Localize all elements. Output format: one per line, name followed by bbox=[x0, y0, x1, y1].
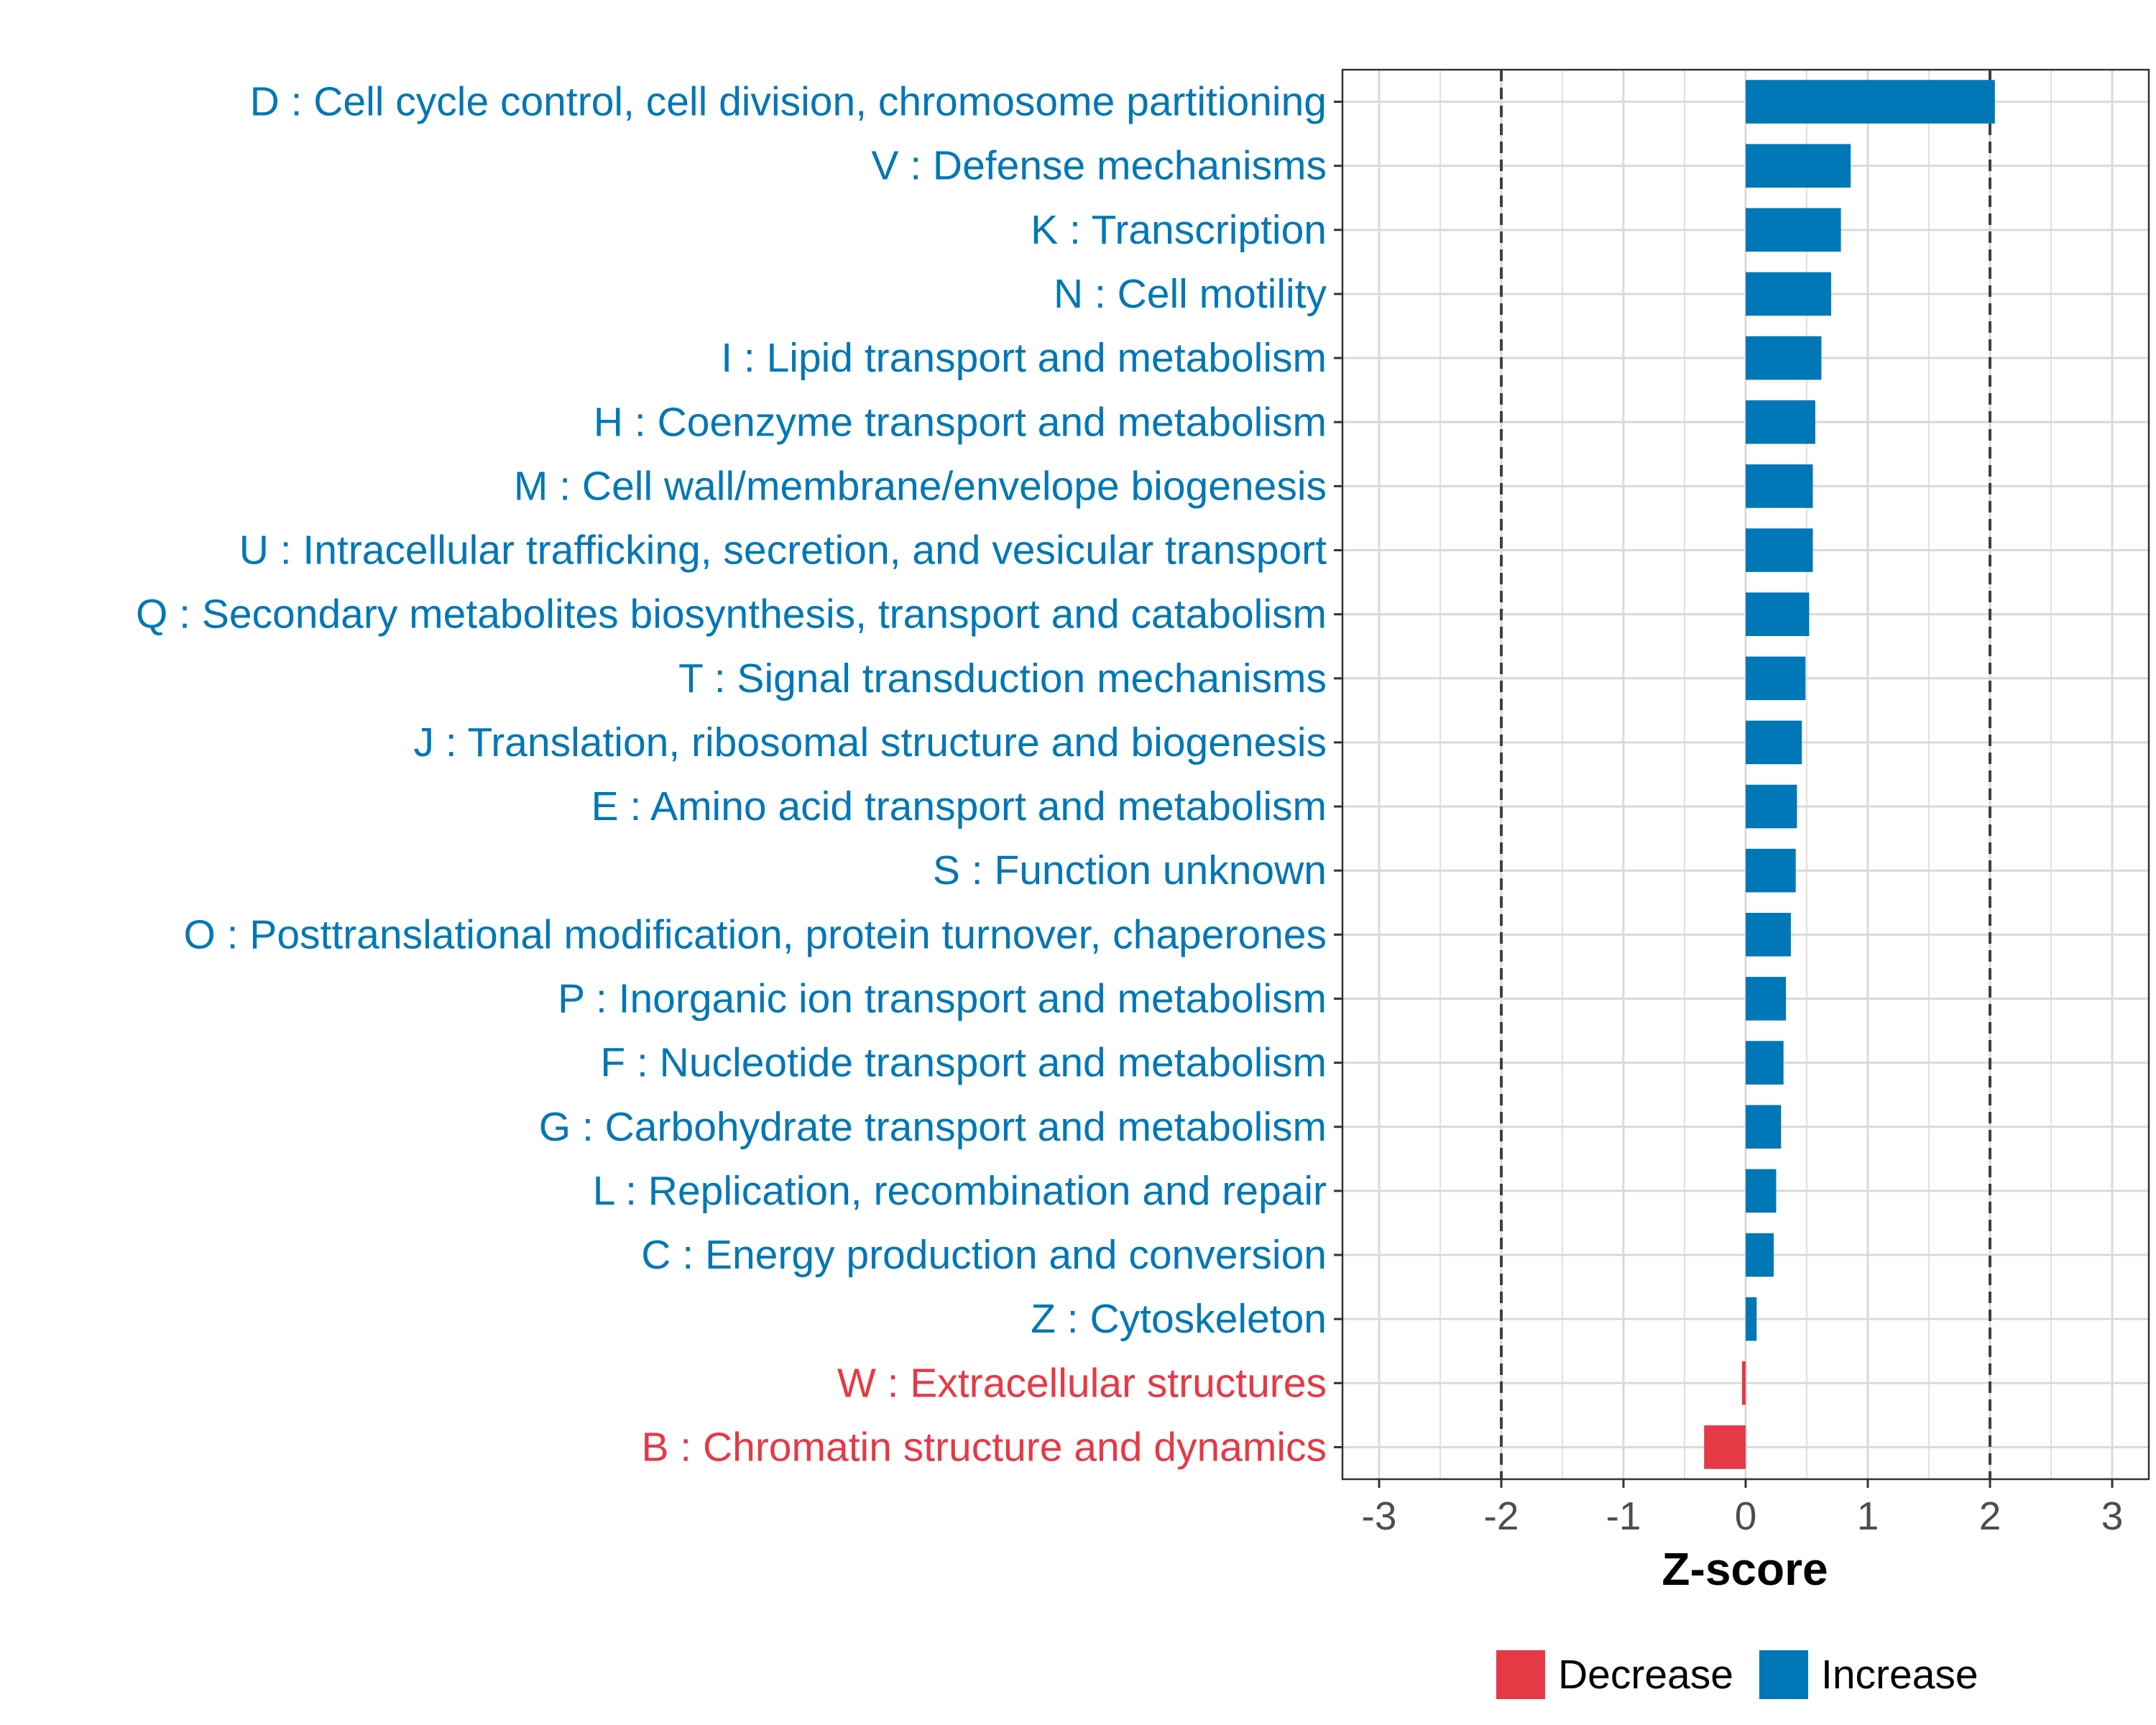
category-label: Q : Secondary metabolites biosynthesis, … bbox=[136, 592, 1327, 638]
category-label: D : Cell cycle control, cell division, c… bbox=[250, 79, 1327, 125]
x-tick-label: -1 bbox=[1606, 1494, 1641, 1538]
category-label: O : Posttranslational modification, prot… bbox=[183, 911, 1327, 957]
x-tick-label: 2 bbox=[1979, 1494, 2001, 1538]
legend-label-decrease: Decrease bbox=[1558, 1652, 1733, 1698]
x-tick-label: -3 bbox=[1362, 1494, 1397, 1538]
category-label: J : Translation, ribosomal structure and… bbox=[414, 719, 1327, 765]
bar-h bbox=[1746, 400, 1815, 444]
category-label: C : Energy production and conversion bbox=[641, 1232, 1327, 1278]
bar-z bbox=[1746, 1297, 1757, 1341]
bar-g bbox=[1746, 1105, 1782, 1149]
bar-m bbox=[1746, 464, 1813, 508]
category-label: K : Transcription bbox=[1031, 207, 1327, 253]
category-label: W : Extracellular structures bbox=[837, 1360, 1327, 1406]
bar-t bbox=[1746, 656, 1806, 701]
bar-f bbox=[1746, 1041, 1784, 1085]
bar-s bbox=[1746, 848, 1796, 893]
bar-d bbox=[1746, 80, 1995, 124]
bar-b bbox=[1704, 1425, 1746, 1469]
category-label: U : Intracellular trafficking, secretion… bbox=[239, 528, 1327, 574]
x-axis-title: Z-score bbox=[1662, 1543, 1828, 1595]
category-label: F : Nucleotide transport and metabolism bbox=[600, 1040, 1327, 1086]
category-label: E : Amino acid transport and metabolism bbox=[591, 783, 1327, 829]
bar-u bbox=[1746, 528, 1813, 572]
category-label: I : Lipid transport and metabolism bbox=[721, 335, 1327, 381]
category-label: M : Cell wall/membrane/envelope biogenes… bbox=[514, 463, 1327, 509]
bar-q bbox=[1746, 592, 1810, 636]
x-tick-label: -2 bbox=[1484, 1494, 1519, 1538]
bar-l bbox=[1746, 1169, 1777, 1213]
bar-k bbox=[1746, 208, 1841, 252]
category-label: P : Inorganic ion transport and metaboli… bbox=[558, 975, 1327, 1021]
bar-p bbox=[1746, 977, 1787, 1021]
bar-v bbox=[1746, 144, 1851, 188]
x-tick-label: 0 bbox=[1735, 1494, 1757, 1538]
legend-swatch-increase bbox=[1759, 1650, 1808, 1699]
category-label: H : Coenzyme transport and metabolism bbox=[594, 399, 1327, 445]
bar-c bbox=[1746, 1233, 1774, 1277]
category-label: N : Cell motility bbox=[1054, 271, 1327, 317]
category-label: G : Carbohydrate transport and metabolis… bbox=[539, 1104, 1327, 1150]
category-label: Z : Cytoskeleton bbox=[1031, 1296, 1327, 1342]
category-label: B : Chromatin structure and dynamics bbox=[641, 1424, 1327, 1470]
bar-n bbox=[1746, 272, 1831, 316]
legend-label-increase: Increase bbox=[1821, 1652, 1978, 1698]
legend-swatch-decrease bbox=[1496, 1650, 1545, 1699]
bar-e bbox=[1746, 784, 1797, 829]
x-tick-label: 3 bbox=[2101, 1494, 2124, 1538]
bar-i bbox=[1746, 336, 1822, 380]
category-label: T : Signal transduction mechanisms bbox=[678, 656, 1327, 702]
bar-w bbox=[1741, 1361, 1746, 1405]
category-label: L : Replication, recombination and repai… bbox=[593, 1168, 1327, 1214]
category-label: S : Function unknown bbox=[933, 847, 1327, 893]
category-label: V : Defense mechanisms bbox=[871, 143, 1327, 189]
bar-j bbox=[1746, 720, 1802, 765]
bar-o bbox=[1746, 913, 1791, 957]
x-tick-label: 1 bbox=[1857, 1494, 1879, 1538]
